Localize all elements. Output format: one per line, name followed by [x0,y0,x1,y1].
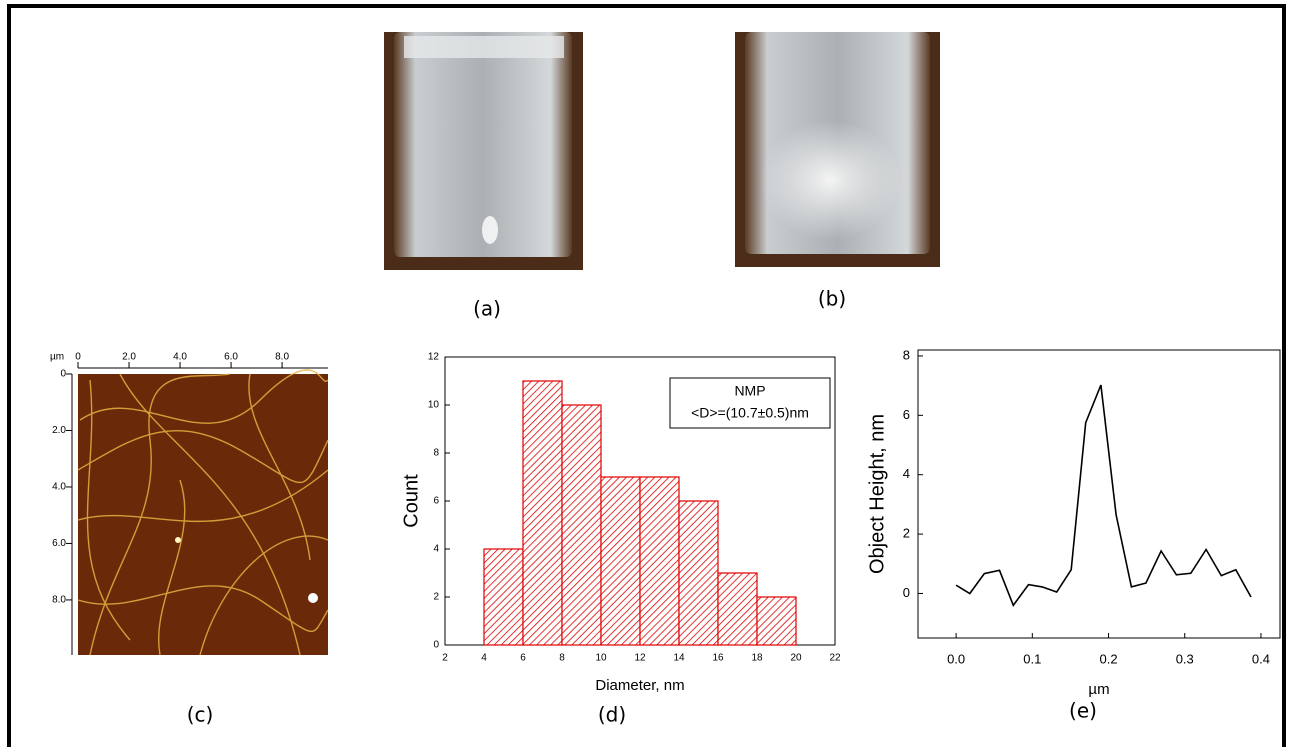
y-axis-label: Object Height, nm [866,414,888,574]
x-tick-label: 0 [75,352,81,363]
y-tick-label: 0 [433,640,439,651]
x-tick-label: 18 [751,653,763,664]
x-tick-label: 22 [829,653,841,664]
y-tick-label: 8 [433,448,439,459]
panel-label: (a) [473,297,501,321]
y-tick-label: 4.0 [52,482,66,493]
x-tick-label: 10 [595,653,607,664]
x-tick-label: 16 [712,653,724,664]
unit-label: µm [50,352,64,363]
x-tick-label: 6 [520,653,526,664]
photo-b [735,32,940,267]
y-axis-label: Count [400,474,422,528]
x-axis-label: µm [1088,681,1109,698]
x-tick-label: 6.0 [224,352,238,363]
x-tick-label: 12 [634,653,646,664]
x-tick-label: 2 [442,653,448,664]
panel-label: (c) [187,703,214,727]
bar [640,477,679,645]
y-tick-label: 2 [903,526,910,541]
y-tick-label: 4 [903,466,910,481]
panel-label: (e) [1069,699,1097,723]
panel-label: (d) [598,703,626,727]
bar [601,477,640,645]
bar [523,381,562,645]
line [956,385,1251,605]
bar [484,549,523,645]
x-tick-label: 20 [790,653,802,664]
y-tick-label: 0 [60,369,66,380]
y-tick-label: 12 [428,352,440,363]
legend-text: NMP [734,383,765,399]
x-axis-label: Diameter, nm [595,677,684,694]
afm-image [78,370,328,655]
y-tick-label: 2 [433,592,439,603]
x-tick-label: 0.0 [947,651,965,666]
y-tick-label: 2.0 [52,425,66,436]
photo-a [384,32,583,270]
y-tick-label: 6 [433,496,439,507]
y-tick-label: 8.0 [52,595,66,606]
x-tick-label: 8 [559,653,565,664]
y-tick-label: 4 [433,544,439,555]
panel-label: (b) [818,287,846,311]
x-tick-label: 8.0 [275,352,289,363]
x-tick-label: 4.0 [173,352,187,363]
figure: (a)(b)(c)(d)(e)µm02.04.06.08.002.04.06.0… [0,0,1293,747]
legend-text: <D>=(10.7±0.5)nm [691,405,809,421]
x-tick-label: 0.1 [1023,651,1041,666]
x-tick-label: 4 [481,653,487,664]
x-tick-label: 0.4 [1252,651,1270,666]
y-tick-label: 10 [428,400,440,411]
x-tick-label: 14 [673,653,685,664]
plot-frame [918,350,1280,638]
y-tick-label: 6.0 [52,538,66,549]
x-tick-label: 0.2 [1099,651,1117,666]
bar [757,597,796,645]
y-tick-label: 0 [903,585,910,600]
y-tick-label: 8 [903,347,910,362]
x-tick-label: 2.0 [122,352,136,363]
bar [679,501,718,645]
bar [562,405,601,645]
bar [718,573,757,645]
y-tick-label: 6 [903,407,910,422]
x-tick-label: 0.3 [1176,651,1194,666]
